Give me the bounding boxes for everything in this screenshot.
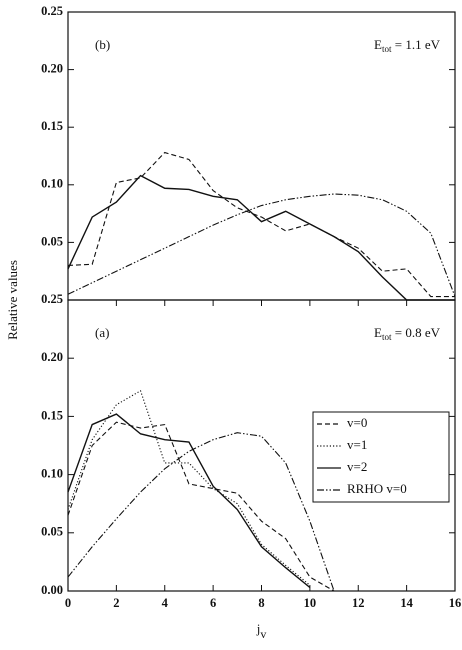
legend-box [312,411,450,503]
x-tick-label: 4 [162,596,169,610]
panel-label: (b) [95,37,110,52]
x-tick-label: 2 [113,596,119,610]
series-line [67,151,455,298]
series-line [67,174,455,301]
annotation: Etot = 1.1 eV [374,37,441,54]
y-tick-label: 0.20 [41,61,63,75]
y-tick-label: 0.25 [41,4,63,18]
annotation-part: = 1.1 eV [392,37,441,52]
x-tick-label: 12 [352,596,365,610]
annotation: Etot = 0.8 eV [374,325,441,342]
legend-label: RRHO v=0 [347,481,407,496]
x-tick-label: 16 [449,596,462,610]
x-tick-label: 0 [65,596,71,610]
y-tick-label: 0.10 [41,466,63,480]
legend-label: v=1 [347,437,367,452]
series-line [67,193,456,297]
y-axis-label: Relative values [5,260,20,340]
x-tick-label: 8 [258,596,264,610]
y-tick-label: 0.15 [41,119,63,133]
x-axis-label-sub: v [260,627,266,641]
legend-label: v=2 [347,459,367,474]
annotation-part: E [374,325,382,340]
plot-frame [67,11,456,301]
y-tick-label: 0.10 [41,177,63,191]
y-tick-label: 0.15 [41,408,63,422]
panel-label: (a) [95,325,109,340]
y-tick-label: 0.00 [41,583,63,597]
annotation-part: E [374,37,382,52]
y-tick-label: 0.25 [41,292,63,306]
x-axis-label: jv [256,621,267,641]
series-line [67,421,335,592]
annotation-part: = 0.8 eV [392,325,441,340]
x-tick-label: 10 [304,596,317,610]
y-tick-label: 0.20 [41,350,63,364]
series-line [67,432,335,592]
y-tick-label: 0.05 [41,525,63,539]
legend-label: v=0 [347,415,367,430]
series-line [67,413,311,589]
y-tick-label: 0.05 [41,234,63,248]
x-axis-label-main: j [256,621,261,636]
annotation-sub: tot [382,332,392,342]
x-tick-label: 6 [210,596,216,610]
annotation-sub: tot [382,44,392,54]
x-tick-label: 14 [400,596,413,610]
